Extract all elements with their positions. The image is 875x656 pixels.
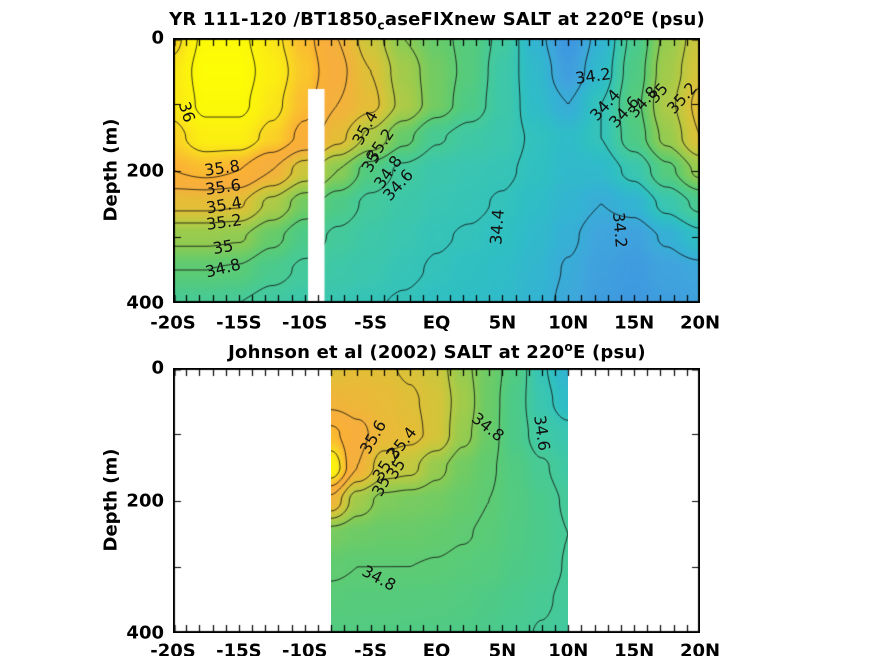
x-tick-label: 10N [548, 312, 589, 334]
x-tick-label: -20S [150, 640, 196, 656]
x-tick-label: -5S [354, 312, 388, 334]
x-tick-label: EQ [422, 640, 451, 656]
x-tick-label: -15S [216, 312, 262, 334]
top-title-text-end: E (psu) [632, 9, 705, 30]
y-tick-label: 400 [126, 622, 164, 644]
top-plot-axes-canvas [173, 38, 700, 303]
top-title-subscript: c [377, 18, 385, 33]
x-tick-label: -20S [150, 312, 196, 334]
x-tick-label: 5N [488, 312, 517, 334]
x-tick-label: 15N [614, 640, 655, 656]
y-tick-label: 200 [126, 160, 164, 181]
top-title-text: YR 111-120 /BT1850 [169, 9, 378, 30]
x-tick-label: -10S [282, 312, 328, 334]
y-tick-label: 0 [151, 357, 164, 379]
x-tick-label: -10S [282, 640, 328, 656]
x-tick-label: -15S [216, 640, 262, 656]
x-tick-label: 20N [679, 312, 721, 334]
x-tick-label: 10N [548, 640, 589, 656]
x-tick-label: 20N [679, 640, 721, 656]
y-tick-label: 0 [151, 27, 164, 49]
bottom-title-degree: o [564, 340, 574, 354]
top-title-degree: o [623, 7, 633, 21]
x-tick-label: 15N [614, 312, 655, 334]
top-plot-title: YR 111-120 /BT1850caseFIXnew SALT at 220… [169, 7, 705, 33]
y-tick-label: 400 [126, 292, 164, 314]
top-title-text-mid: aseFIXnew SALT at 220 [384, 9, 624, 30]
x-tick-label: 5N [488, 640, 517, 656]
bottom-plot-axes-canvas [173, 368, 700, 633]
bottom-title-text-end: E (psu) [573, 342, 646, 363]
x-tick-label: -5S [354, 640, 388, 656]
bottom-title-text: Johnson et al (2002) SALT at 220 [228, 342, 565, 363]
bottom-plot-title: Johnson et al (2002) SALT at 220oE (psu) [228, 340, 646, 363]
y-tick-label: 200 [126, 490, 164, 511]
x-tick-label: EQ [422, 312, 451, 334]
